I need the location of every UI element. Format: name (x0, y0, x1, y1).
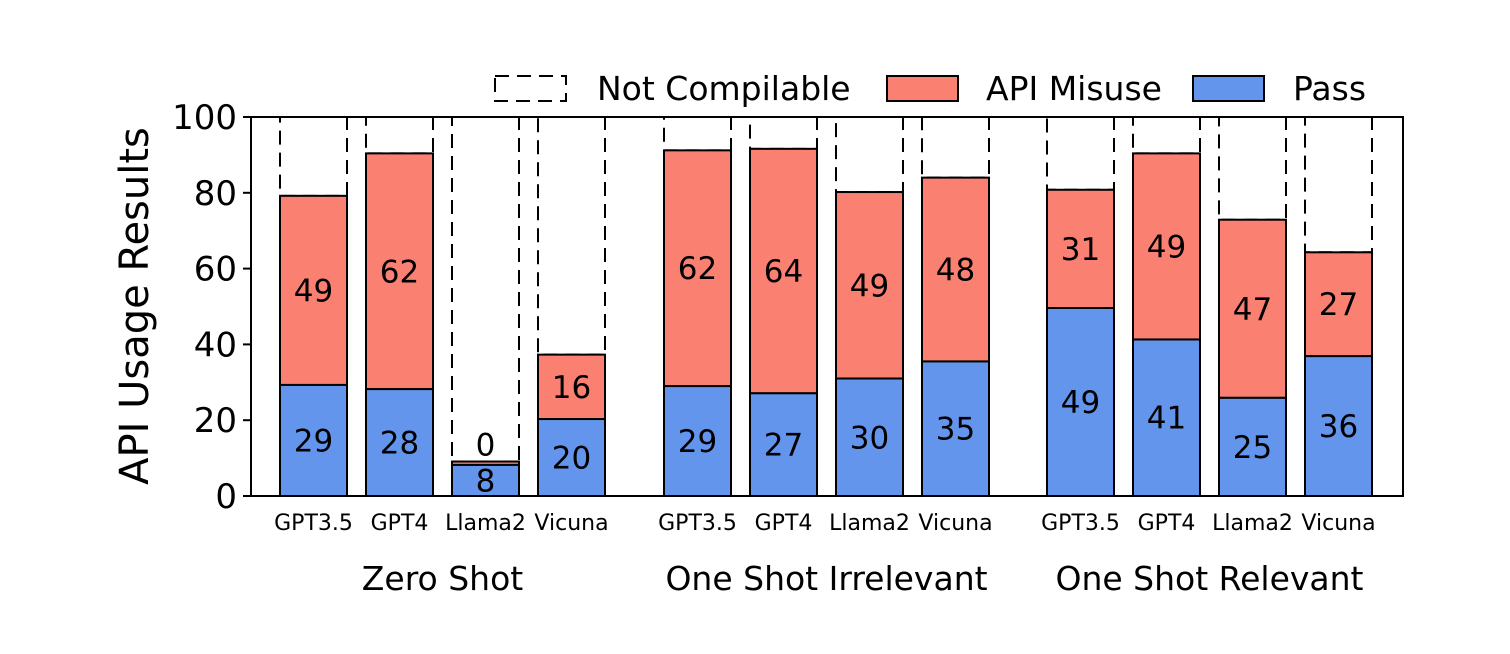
y-tick-label-40: 40 (194, 325, 237, 365)
bar-api-misuse-one-shot-irrelevant-vicuna (921, 176, 990, 363)
x-tick-label-one-shot-irrelevant-llama2: Llama2 (829, 511, 910, 536)
bar-not-compilable-zero-shot-gpt3-5 (279, 116, 348, 197)
label-api-misuse-zero-shot-vicuna: 16 (552, 370, 591, 406)
bar-not-compilable-one-shot-irrelevant-llama2 (835, 116, 904, 194)
label-pass-zero-shot-gpt3-5: 29 (294, 423, 333, 459)
y-tick-label-20: 20 (194, 401, 237, 441)
bar-api-misuse-zero-shot-gpt3-5 (279, 194, 348, 386)
bar-pass-one-shot-relevant-llama2 (1218, 396, 1287, 497)
bar-not-compilable-one-shot-relevant-vicuna (1304, 116, 1373, 254)
y-tick-label-100: 100 (172, 98, 237, 138)
legend-swatch-pass (1192, 75, 1265, 102)
x-tick-label-zero-shot-gpt4: GPT4 (371, 511, 429, 536)
label-pass-one-shot-relevant-gpt4: 41 (1147, 401, 1186, 437)
label-api-misuse-one-shot-relevant-vicuna: 27 (1319, 287, 1358, 323)
label-api-misuse-zero-shot-llama2: 0 (476, 428, 496, 464)
label-pass-one-shot-irrelevant-llama2: 30 (850, 420, 889, 456)
x-tick-label-zero-shot-llama2: Llama2 (445, 511, 526, 536)
legend-swatch-api-misuse (886, 75, 959, 102)
label-pass-one-shot-irrelevant-vicuna: 35 (936, 412, 975, 448)
bar-pass-one-shot-irrelevant-llama2 (835, 377, 904, 498)
y-tick-label-60: 60 (194, 250, 237, 290)
bar-api-misuse-one-shot-relevant-vicuna (1304, 251, 1373, 358)
bar-not-compilable-zero-shot-vicuna (537, 116, 606, 356)
label-pass-one-shot-irrelevant-gpt4: 27 (764, 428, 803, 464)
y-axis-label: API Usage Results (112, 127, 158, 485)
bar-pass-zero-shot-gpt3-5 (279, 383, 348, 497)
label-pass-zero-shot-vicuna: 20 (552, 441, 591, 477)
group-label-one-shot-relevant: One Shot Relevant (1056, 559, 1364, 598)
bars-layer (279, 116, 1373, 498)
label-pass-one-shot-relevant-llama2: 25 (1233, 430, 1272, 466)
label-pass-one-shot-irrelevant-gpt3-5: 29 (678, 424, 717, 460)
label-api-misuse-one-shot-irrelevant-vicuna: 48 (936, 253, 975, 289)
x-tick-label-one-shot-relevant-gpt4: GPT4 (1138, 511, 1196, 536)
x-tick-label-one-shot-relevant-vicuna: Vicuna (1301, 511, 1375, 536)
legend-swatch-not-compilable (494, 75, 567, 102)
bar-pass-one-shot-irrelevant-vicuna (921, 360, 990, 497)
bar-not-compilable-one-shot-relevant-gpt4 (1132, 116, 1201, 155)
label-pass-zero-shot-llama2: 8 (476, 463, 496, 499)
label-api-misuse-one-shot-relevant-llama2: 47 (1233, 292, 1272, 328)
bar-not-compilable-zero-shot-gpt4 (365, 116, 434, 155)
group-label-one-shot-irrelevant: One Shot Irrelevant (665, 559, 987, 598)
x-tick-label-one-shot-irrelevant-gpt3-5: GPT3.5 (658, 511, 737, 536)
bar-pass-zero-shot-vicuna (537, 418, 606, 497)
legend: Not Compilable API Misuse Pass (494, 69, 1366, 108)
bar-not-compilable-one-shot-relevant-llama2 (1218, 116, 1287, 221)
bar-pass-one-shot-relevant-vicuna (1304, 355, 1373, 497)
label-api-misuse-one-shot-irrelevant-llama2: 49 (850, 268, 889, 304)
label-pass-one-shot-relevant-gpt3-5: 49 (1061, 385, 1100, 421)
x-tick-label-one-shot-relevant-gpt3-5: GPT3.5 (1041, 511, 1120, 536)
plot-frame (250, 116, 1404, 497)
bar-labels-layer: 29 49 28 62 80 20 16 29 62 27 64 30 49 35 48 49 31 41 49 25… (294, 229, 1358, 499)
bar-not-compilable-one-shot-irrelevant-vicuna (921, 116, 990, 179)
label-pass-zero-shot-gpt4: 28 (380, 426, 419, 462)
label-api-misuse-zero-shot-gpt3-5: 49 (294, 273, 333, 309)
y-tick-label-0: 0 (215, 477, 237, 517)
x-tick-label-one-shot-relevant-llama2: Llama2 (1212, 511, 1293, 536)
legend-label-api-misuse: API Misuse (986, 69, 1162, 108)
bar-api-misuse-one-shot-relevant-llama2 (1218, 218, 1287, 399)
label-api-misuse-one-shot-irrelevant-gpt3-5: 62 (678, 251, 717, 287)
legend-label-pass: Pass (1293, 69, 1366, 108)
group-label-zero-shot: Zero Shot (362, 559, 523, 598)
x-tick-label-zero-shot-vicuna: Vicuna (534, 511, 608, 536)
bar-api-misuse-one-shot-relevant-gpt3-5 (1046, 188, 1115, 310)
axes-layer: GPT3.5 GPT4 Llama2 Vicuna Zero Shot GPT3.5 GPT… (172, 98, 1404, 598)
label-api-misuse-one-shot-relevant-gpt4: 49 (1147, 229, 1186, 265)
bar-pass-one-shot-relevant-gpt3-5 (1046, 307, 1115, 497)
bar-not-compilable-one-shot-relevant-gpt3-5 (1046, 116, 1115, 191)
bar-api-misuse-one-shot-relevant-gpt4 (1132, 152, 1201, 341)
bar-not-compilable-one-shot-irrelevant-gpt3-5 (663, 116, 732, 152)
label-pass-one-shot-relevant-vicuna: 36 (1319, 409, 1358, 445)
label-api-misuse-zero-shot-gpt4: 62 (380, 254, 419, 290)
bar-not-compilable-one-shot-irrelevant-gpt4 (749, 116, 818, 150)
bar-api-misuse-zero-shot-vicuna (537, 353, 606, 421)
bar-not-compilable-zero-shot-llama2 (451, 116, 520, 463)
bar-pass-zero-shot-gpt4 (365, 388, 434, 498)
bar-api-misuse-one-shot-irrelevant-llama2 (835, 191, 904, 380)
legend-label-not-compilable: Not Compilable (597, 69, 851, 108)
label-api-misuse-one-shot-irrelevant-gpt4: 64 (764, 254, 803, 290)
bar-api-misuse-one-shot-irrelevant-gpt3-5 (663, 149, 732, 388)
x-tick-label-one-shot-irrelevant-gpt4: GPT4 (755, 511, 813, 536)
x-tick-label-one-shot-irrelevant-vicuna: Vicuna (918, 511, 992, 536)
bar-pass-one-shot-irrelevant-gpt4 (749, 392, 818, 497)
bar-pass-one-shot-irrelevant-gpt3-5 (663, 385, 732, 497)
y-tick-label-80: 80 (194, 174, 237, 214)
bar-api-misuse-zero-shot-gpt4 (365, 152, 434, 391)
bar-pass-one-shot-relevant-gpt4 (1132, 338, 1201, 497)
label-api-misuse-one-shot-relevant-gpt3-5: 31 (1061, 232, 1100, 268)
x-tick-label-zero-shot-gpt3-5: GPT3.5 (274, 511, 353, 536)
